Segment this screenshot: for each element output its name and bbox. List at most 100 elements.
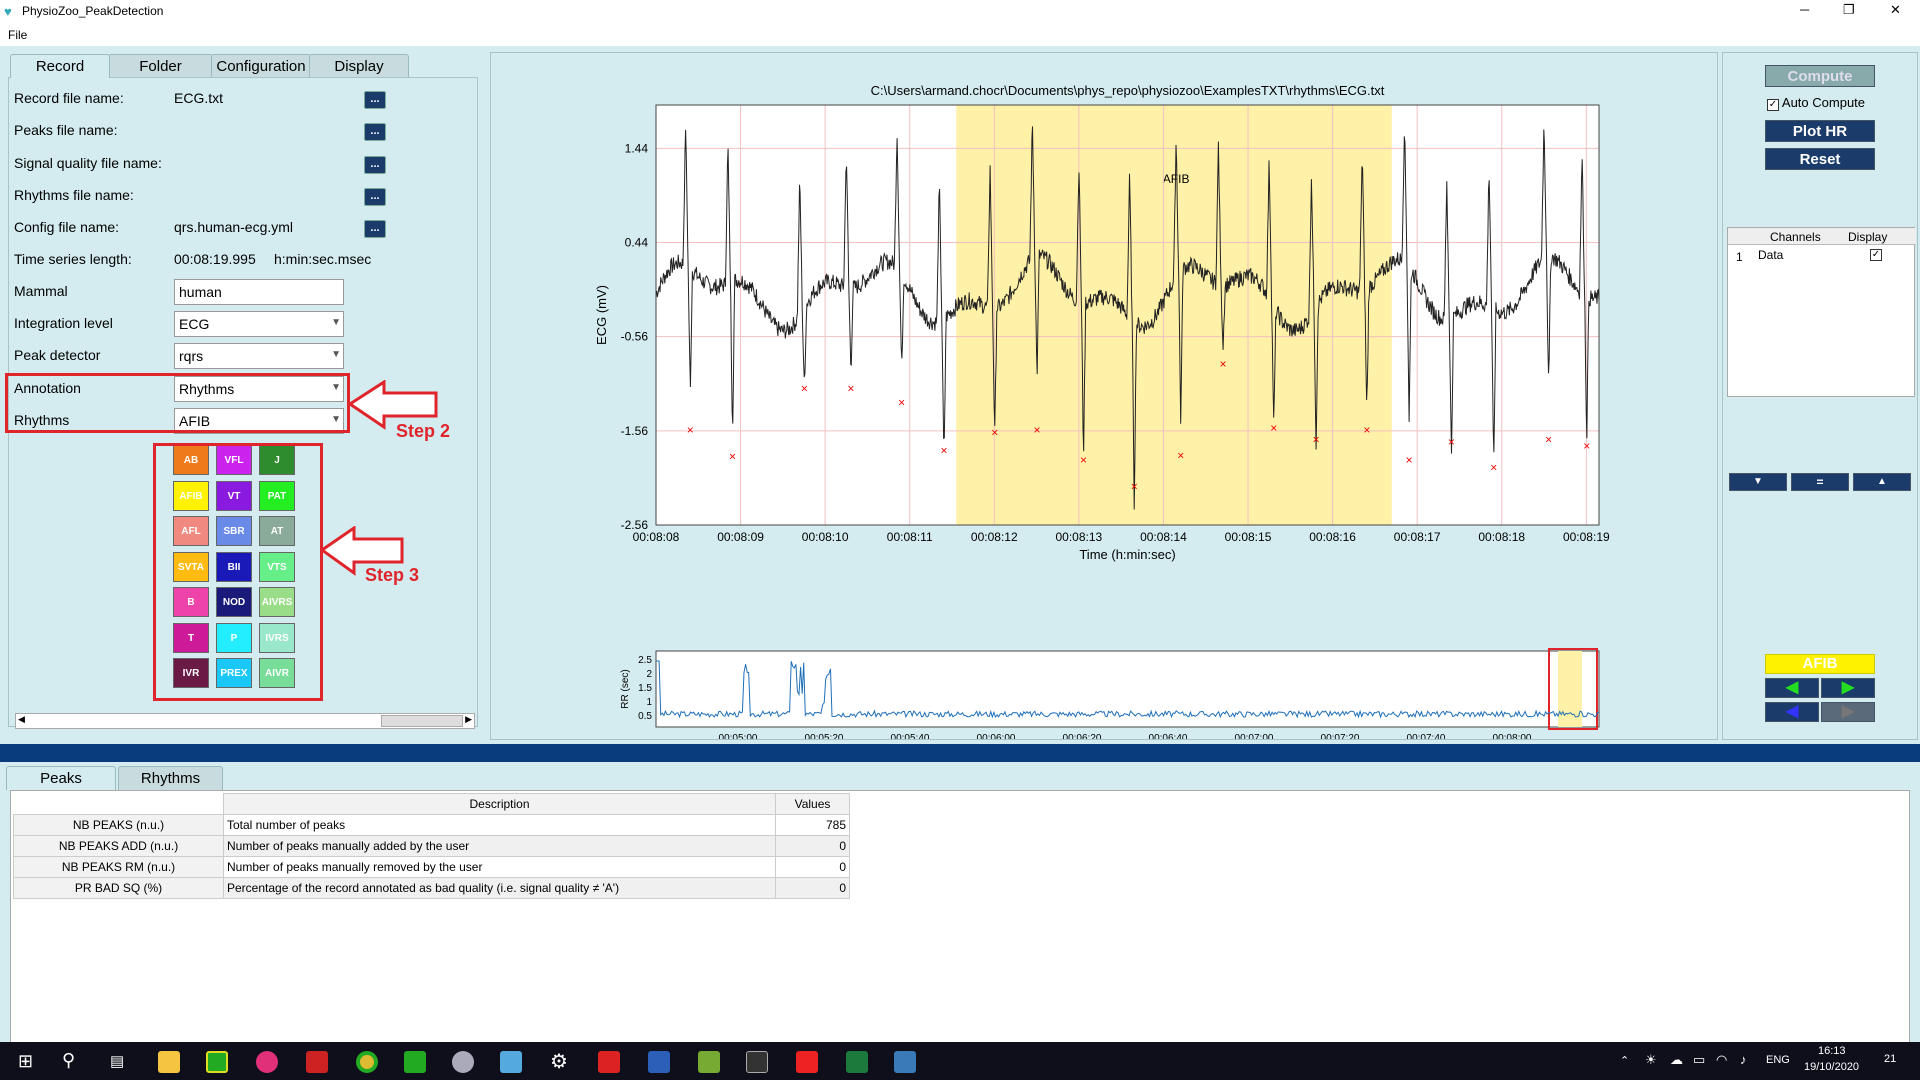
rhythm-button-vfl[interactable]: VFL: [216, 445, 252, 475]
rhythm-button-b[interactable]: B: [173, 587, 209, 617]
pycharm-icon[interactable]: [206, 1051, 228, 1073]
integration-select[interactable]: ECG ▼: [174, 311, 344, 337]
x-tick-label: 00:08:11: [887, 530, 933, 544]
notification-badge[interactable]: 21: [1884, 1053, 1897, 1065]
title-bar: ♥ PhysioZoo_PeakDetection ─ ❐ ✕: [0, 0, 1920, 24]
tab-record[interactable]: Record: [10, 54, 110, 78]
scrollbar-thumb[interactable]: [381, 715, 463, 727]
minimize-button[interactable]: ─: [1800, 2, 1810, 17]
row-description: Total number of peaks: [223, 814, 776, 836]
chrome-icon[interactable]: [356, 1051, 378, 1073]
search-icon[interactable]: ⚲: [62, 1050, 76, 1070]
slack-icon[interactable]: [256, 1051, 278, 1073]
physiozoo-icon[interactable]: [796, 1051, 818, 1073]
file-explorer-icon[interactable]: [158, 1051, 180, 1073]
menu-bar: File: [0, 24, 1920, 46]
notepad-icon[interactable]: [500, 1051, 522, 1073]
afib-rhythm-button[interactable]: AFIB: [1765, 654, 1875, 674]
maximize-button[interactable]: ❐: [1843, 2, 1855, 17]
volume-icon[interactable]: ♪: [1740, 1052, 1747, 1067]
peak-marker: ×: [1177, 448, 1184, 462]
rhythm-button-ivr[interactable]: IVR: [173, 658, 209, 688]
tray-expand-icon[interactable]: ⌃: [1620, 1055, 1630, 1067]
record-file-browse-button[interactable]: ...: [364, 91, 386, 109]
tab-peaks[interactable]: Peaks: [6, 766, 116, 790]
close-button[interactable]: ✕: [1890, 2, 1901, 17]
row-value: 0: [775, 877, 850, 899]
peak-marker: ×: [847, 381, 854, 395]
tab-folder[interactable]: Folder: [108, 54, 213, 78]
word-icon[interactable]: [648, 1051, 670, 1073]
annotation-select-value: Rhythms: [179, 381, 235, 397]
reset-button[interactable]: Reset: [1765, 148, 1875, 170]
sq-file-browse-button[interactable]: ...: [364, 156, 386, 174]
tab-rhythms[interactable]: Rhythms: [118, 766, 223, 790]
x-tick-label: 00:08:18: [1478, 530, 1525, 544]
rhythm-button-vt[interactable]: VT: [216, 480, 252, 511]
rr-y-axis-label: RR (sec): [620, 669, 631, 708]
clock-date[interactable]: 19/10/2020: [1804, 1061, 1860, 1073]
rhythm-button-aivr[interactable]: AIVR: [259, 658, 295, 688]
tab-display[interactable]: Display: [309, 54, 409, 78]
tab-configuration[interactable]: Configuration: [211, 54, 311, 78]
next-green-button[interactable]: ▶: [1821, 678, 1875, 698]
peaks-file-label: Peaks file name:: [14, 122, 118, 138]
x-tick-label: 00:08:10: [802, 530, 849, 544]
table-row: NB PEAKS ADD (n.u.) Number of peaks manua…: [13, 835, 850, 857]
wifi-icon[interactable]: ◠: [1716, 1052, 1728, 1067]
next-blue-button[interactable]: ▶: [1821, 702, 1875, 722]
rhythm-button-prex[interactable]: PREX: [216, 658, 252, 688]
rhythms-select[interactable]: AFIB ▼: [174, 408, 344, 434]
chevron-down-icon: ▼: [331, 349, 341, 360]
onedrive-icon[interactable]: ☁: [1670, 1052, 1683, 1067]
compute-button[interactable]: Compute: [1765, 65, 1875, 87]
rhythm-button-pat[interactable]: PAT: [259, 480, 295, 511]
nav-up-button[interactable]: ▲: [1853, 473, 1911, 491]
rhythm-button-nod[interactable]: NOD: [216, 587, 252, 617]
prev-blue-button[interactable]: ◀: [1765, 702, 1819, 722]
rhythm-button-afib[interactable]: AFIB: [173, 480, 209, 511]
rhythm-button-t[interactable]: T: [173, 622, 209, 653]
annotation-select[interactable]: Rhythms ▼: [174, 376, 344, 402]
tray-app-icon[interactable]: ☀: [1645, 1052, 1657, 1067]
display-checkbox[interactable]: ✓: [1870, 249, 1882, 261]
nav-down-button[interactable]: ▼: [1729, 473, 1787, 491]
terminal-icon[interactable]: [746, 1051, 768, 1073]
rhythms-file-browse-button[interactable]: ...: [364, 188, 386, 206]
auto-compute-checkbox[interactable]: ✓ Auto Compute: [1767, 95, 1865, 111]
peak-detector-select[interactable]: rqrs ▼: [174, 343, 344, 369]
rhythm-button-at[interactable]: AT: [259, 516, 295, 546]
acrobat-icon[interactable]: [598, 1051, 620, 1073]
prev-green-button[interactable]: ◀: [1765, 678, 1819, 698]
app-cloud-icon[interactable]: [452, 1051, 474, 1073]
network-icon[interactable]: ▭: [1693, 1052, 1706, 1067]
windows-start-icon[interactable]: ⊞: [18, 1051, 34, 1071]
pycharm-ce-icon[interactable]: [404, 1051, 426, 1073]
arrow-right-icon: ▶: [1841, 679, 1855, 696]
rhythm-button-grid: AB VFL J AFIB VT PAT AFL SBR AT SVTA BII VTS B NOD AIV…: [173, 445, 303, 695]
mendeley-icon[interactable]: [306, 1051, 328, 1073]
language-indicator[interactable]: ENG: [1766, 1054, 1790, 1066]
rhythm-button-sbr[interactable]: SBR: [216, 516, 252, 546]
rhythm-button-vts[interactable]: VTS: [259, 551, 295, 582]
settings-gear-icon[interactable]: ⚙: [550, 1051, 568, 1073]
rhythm-button-bii[interactable]: BII: [216, 551, 252, 582]
chart-app-icon[interactable]: [698, 1051, 720, 1073]
rhythm-button-ivrs[interactable]: IVRS: [259, 622, 295, 653]
plot-hr-button[interactable]: Plot HR: [1765, 120, 1875, 142]
rhythm-button-afl[interactable]: AFL: [173, 516, 209, 546]
task-view-icon[interactable]: ▤: [110, 1053, 125, 1070]
nav-equal-button[interactable]: =: [1791, 473, 1849, 491]
horizontal-scrollbar[interactable]: ◀ ▶: [15, 713, 475, 729]
mammal-input[interactable]: human: [174, 279, 344, 305]
rhythm-button-p[interactable]: P: [216, 622, 252, 653]
excel-icon[interactable]: [846, 1051, 868, 1073]
clock-time[interactable]: 16:13: [1818, 1045, 1846, 1057]
photos-icon[interactable]: [894, 1051, 916, 1073]
menu-file[interactable]: File: [8, 28, 28, 42]
rhythm-button-svta[interactable]: SVTA: [173, 551, 209, 582]
rhythm-button-aivrs[interactable]: AIVRS: [259, 587, 295, 617]
peaks-file-browse-button[interactable]: ...: [364, 123, 386, 141]
config-file-browse-button[interactable]: ...: [364, 220, 386, 238]
